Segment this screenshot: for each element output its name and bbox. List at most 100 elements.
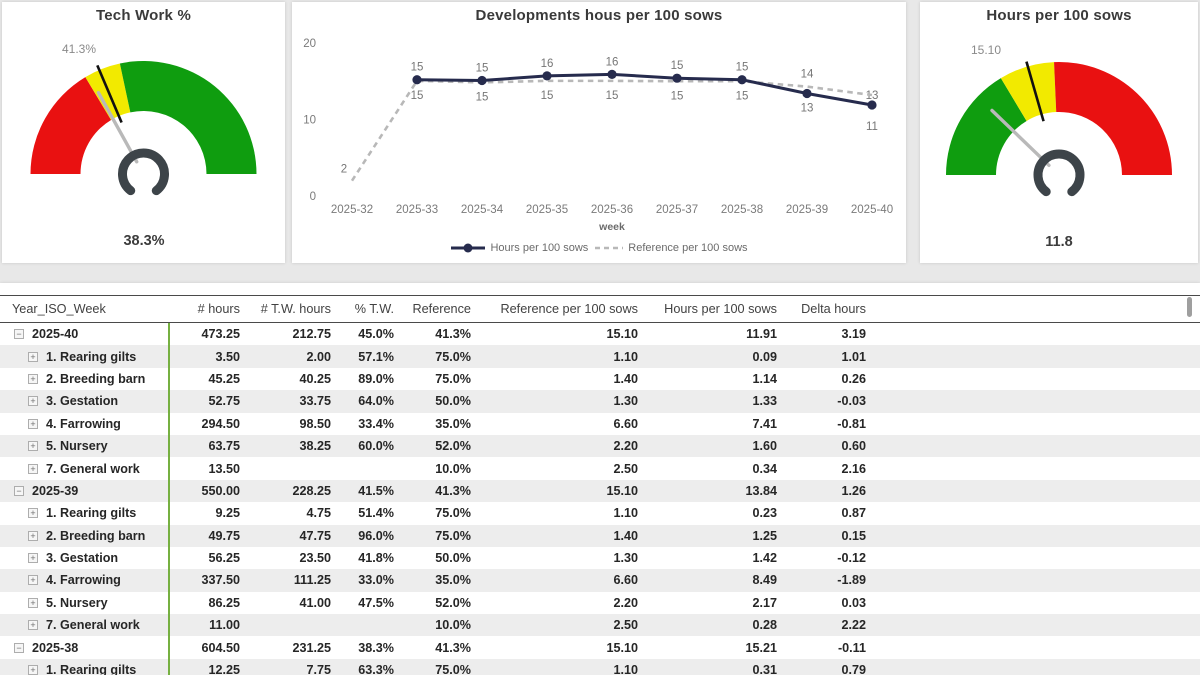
- row-label: 4. Farrowing: [46, 573, 121, 588]
- expand-icon[interactable]: +: [28, 597, 38, 608]
- value-cell: 1.14: [752, 371, 777, 386]
- gauge-target-label: 41.3%: [61, 42, 97, 56]
- expand-icon[interactable]: +: [28, 463, 38, 474]
- value-cell: 2.00: [306, 349, 331, 364]
- value-cell: 0.60: [841, 439, 866, 454]
- table-row[interactable]: +3. Gestation 52.75 33.75 64.0% 50.0% 1.30 1.3…: [0, 390, 1200, 413]
- table-row[interactable]: −2025-38 604.50 231.25 38.3% 41.3% 15.10 15.21…: [0, 636, 1200, 658]
- column-header[interactable]: # T.W. hours: [260, 302, 331, 316]
- column-header[interactable]: # hours: [197, 302, 240, 316]
- table-row[interactable]: +2. Breeding barn 45.25 40.25 89.0% 75.0% 1.4…: [0, 368, 1200, 390]
- value-cell: 212.75: [292, 327, 331, 342]
- table-row[interactable]: +5. Nursery 63.75 38.25 60.0% 52.0% 2.20 1.60 0…: [0, 434, 1200, 458]
- row-header: +1. Rearing gilts: [0, 663, 168, 675]
- expand-icon[interactable]: +: [28, 530, 38, 541]
- column-header[interactable]: Delta hours: [801, 302, 866, 316]
- value-cell: 550.00: [201, 483, 240, 498]
- value-cell: 2.50: [613, 618, 638, 633]
- svg-text:15: 15: [606, 90, 619, 102]
- expand-icon[interactable]: +: [28, 620, 38, 631]
- column-header[interactable]: Reference: [412, 302, 471, 316]
- row-label: 7. General work: [46, 461, 140, 476]
- collapse-icon[interactable]: −: [14, 485, 24, 496]
- table-row[interactable]: +1. Rearing gilts 12.25 7.75 63.3% 75.0% 1.10…: [0, 658, 1200, 675]
- row-label: 1. Rearing gilts: [46, 663, 137, 675]
- vertical-scrollbar[interactable]: [1187, 297, 1192, 317]
- column-header[interactable]: % T.W.: [354, 302, 394, 316]
- value-cell: 337.50: [201, 573, 240, 588]
- table-row[interactable]: +1. Rearing gilts 3.50 2.00 57.1% 75.0% 1.10 0…: [0, 345, 1200, 368]
- value-cell: 0.34: [752, 461, 777, 476]
- row-label: 1. Rearing gilts: [46, 506, 137, 521]
- value-cell: 41.8%: [358, 551, 394, 566]
- column-header[interactable]: Year_ISO_Week: [12, 302, 106, 316]
- expand-icon[interactable]: +: [28, 373, 38, 384]
- collapse-icon[interactable]: −: [14, 642, 24, 653]
- svg-text:15: 15: [411, 90, 424, 102]
- value-cell: 15.21: [745, 640, 777, 655]
- column-header[interactable]: Reference per 100 sows: [500, 302, 638, 316]
- column-header[interactable]: Hours per 100 sows: [664, 302, 777, 316]
- value-cell: 15.10: [606, 640, 638, 655]
- chart-legend: Hours per 100 sows Reference per 100 sow…: [292, 242, 906, 254]
- gauge-visual: [30, 60, 257, 196]
- expand-icon[interactable]: +: [28, 396, 38, 407]
- value-cell: 1.10: [613, 506, 638, 521]
- row-label: 7. General work: [46, 618, 140, 633]
- value-cell: 15.10: [606, 327, 638, 342]
- value-cell: 0.23: [752, 506, 777, 521]
- table-row[interactable]: −2025-40 473.25 212.75 45.0% 41.3% 15.10 11.91…: [0, 323, 1200, 345]
- expand-icon[interactable]: +: [28, 508, 38, 519]
- value-cell: 7.41: [752, 416, 777, 431]
- table-row[interactable]: +5. Nursery 86.25 41.00 47.5% 52.0% 2.20 2.17 0…: [0, 592, 1200, 614]
- table-row[interactable]: +3. Gestation 56.25 23.50 41.8% 50.0% 1.30 1.4…: [0, 547, 1200, 569]
- value-cell: 98.50: [299, 416, 331, 431]
- line-chart-card: Developments hous per 100 sows 0 10 20 2025…: [292, 2, 906, 263]
- value-cell: 38.25: [299, 439, 331, 454]
- value-cell: 33.75: [299, 394, 331, 409]
- expand-icon[interactable]: +: [28, 665, 38, 675]
- svg-text:2025-36: 2025-36: [591, 204, 633, 216]
- value-cell: 49.75: [208, 528, 240, 543]
- table-row[interactable]: +7. General work 13.50 10.0% 2.50 0.34 2.16: [0, 457, 1200, 479]
- matrix-table: Year_ISO_Week # hours # T.W. hours % T.W. Re…: [0, 283, 1200, 675]
- expand-icon[interactable]: +: [28, 553, 38, 564]
- solid-line-marker-icon: [451, 243, 486, 253]
- value-cell: 35.0%: [435, 416, 471, 431]
- value-cell: 13.50: [208, 461, 240, 476]
- value-cell: 1.10: [613, 663, 638, 675]
- svg-text:15: 15: [476, 62, 489, 74]
- line-chart-plot: 0 10 20 2025-32 2025-33 2025-34 2025-35 2025-36…: [303, 38, 893, 216]
- gauge-card-tech-work: Tech Work % 41.3% 38.3%: [2, 2, 285, 263]
- table-row[interactable]: +4. Farrowing 294.50 98.50 33.4% 35.0% 6.60 7.…: [0, 413, 1200, 435]
- legend-item-reference[interactable]: Reference per 100 sows: [594, 242, 748, 254]
- value-cell: 33.0%: [358, 573, 394, 588]
- table-row[interactable]: +2. Breeding barn 49.75 47.75 96.0% 75.0% 1.4…: [0, 524, 1200, 547]
- table-row[interactable]: −2025-39 550.00 228.25 41.5% 41.3% 15.10 13.84…: [0, 479, 1200, 503]
- svg-text:2025-35: 2025-35: [526, 204, 568, 216]
- value-cell: 15.10: [606, 483, 638, 498]
- svg-text:13: 13: [866, 90, 879, 102]
- row-label: 2. Breeding barn: [46, 528, 146, 543]
- row-label: 2025-39: [32, 483, 79, 498]
- expand-icon[interactable]: +: [28, 575, 38, 586]
- value-cell: 75.0%: [435, 663, 471, 675]
- gauge-target-label: 15.10: [970, 43, 1002, 57]
- row-header: +7. General work: [0, 462, 168, 476]
- value-cell: 6.60: [613, 573, 638, 588]
- value-cell: 56.25: [208, 551, 240, 566]
- svg-text:2: 2: [341, 164, 347, 176]
- table-row[interactable]: +4. Farrowing 337.50 111.25 33.0% 35.0% 6.60 8…: [0, 569, 1200, 592]
- legend-item-hours[interactable]: Hours per 100 sows: [450, 242, 588, 254]
- value-cell: 0.28: [752, 618, 777, 633]
- gauge-value-label: 38.3%: [123, 233, 165, 249]
- table-row[interactable]: +7. General work 11.00 10.0% 2.50 0.28 2.22: [0, 614, 1200, 637]
- table-row[interactable]: +1. Rearing gilts 9.25 4.75 51.4% 75.0% 1.10 0…: [0, 502, 1200, 524]
- collapse-icon[interactable]: −: [14, 329, 24, 340]
- expand-icon[interactable]: +: [28, 418, 38, 429]
- expand-icon[interactable]: +: [28, 351, 38, 362]
- expand-icon[interactable]: +: [28, 441, 38, 452]
- value-cell: 1.26: [841, 483, 866, 498]
- value-cell: 41.5%: [358, 483, 394, 498]
- row-label: 3. Gestation: [46, 394, 119, 409]
